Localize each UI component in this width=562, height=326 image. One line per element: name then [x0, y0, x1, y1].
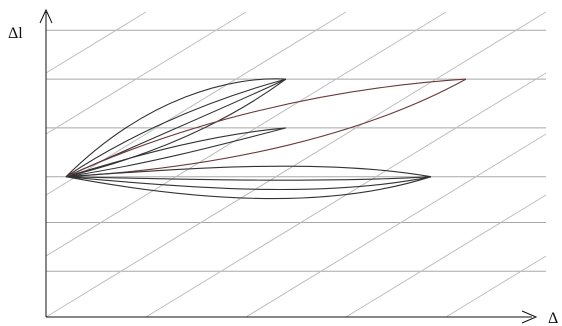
horizontal-gridlines [46, 29, 546, 272]
y-axis-label: Δl [8, 25, 23, 42]
diagonal-line-9 [45, 11, 147, 74]
curve-3-lower [65, 78, 467, 178]
x-axis-arrow [521, 310, 538, 324]
curve-1-lower [65, 78, 287, 178]
diagonal-line-1 [445, 255, 547, 318]
curve-4-upper [65, 165, 432, 178]
curve-5-lower [65, 176, 432, 191]
x-axis-label: Δ [548, 310, 558, 326]
curve-4-lower [65, 176, 432, 200]
curve-0-upper [65, 78, 287, 178]
y-axis-arrow [39, 8, 53, 24]
curve-2-upper [65, 127, 287, 178]
diagonal-gridlines [45, 11, 547, 318]
diagonal-line-6 [45, 11, 447, 257]
curve-2-lower [65, 127, 287, 178]
diagonal-line-7 [45, 11, 347, 196]
curve-5-upper [65, 176, 432, 181]
diagonal-line-5 [45, 11, 547, 318]
diagonal-line-2 [345, 194, 547, 318]
axes [39, 8, 538, 324]
diagonal-line-8 [45, 11, 247, 135]
curve-3-upper [65, 78, 467, 178]
curves [65, 78, 467, 200]
curve-1-upper [65, 78, 287, 178]
diagonal-line-3 [245, 133, 547, 318]
